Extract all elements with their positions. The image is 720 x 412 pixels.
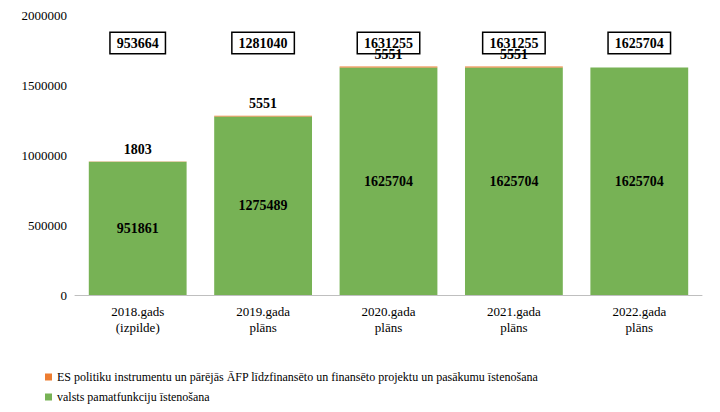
svg-text:2021.gada: 2021.gada xyxy=(487,304,541,319)
svg-text:1631255: 1631255 xyxy=(364,35,413,51)
svg-text:2019.gada: 2019.gada xyxy=(236,304,290,319)
svg-text:plāns: plāns xyxy=(626,320,653,335)
svg-text:1625704: 1625704 xyxy=(615,36,664,51)
svg-text:5551: 5551 xyxy=(500,47,528,62)
svg-text:ES politiku instrumentu un pār: ES politiku instrumentu un pārējās ĀFP l… xyxy=(57,370,538,384)
svg-text:valsts pamatfunkciju īstenošan: valsts pamatfunkciju īstenošana xyxy=(57,390,210,404)
svg-text:1000000: 1000000 xyxy=(22,148,68,163)
svg-text:plāns: plāns xyxy=(500,320,527,335)
svg-text:1275489: 1275489 xyxy=(239,198,288,213)
svg-text:1281040: 1281040 xyxy=(239,36,288,51)
svg-text:1500000: 1500000 xyxy=(22,78,68,93)
svg-text:plāns: plāns xyxy=(375,320,402,335)
svg-text:1803: 1803 xyxy=(124,142,152,157)
svg-text:(izpilde): (izpilde) xyxy=(116,320,160,335)
svg-text:951861: 951861 xyxy=(117,221,159,236)
svg-text:5551: 5551 xyxy=(249,96,277,111)
svg-text:2000000: 2000000 xyxy=(22,8,68,23)
svg-text:1625704: 1625704 xyxy=(364,174,413,189)
svg-text:1625704: 1625704 xyxy=(615,174,664,189)
svg-text:5551: 5551 xyxy=(375,47,403,62)
svg-text:2020.gada: 2020.gada xyxy=(362,304,416,319)
svg-text:500000: 500000 xyxy=(28,218,67,233)
svg-text:2022.gada: 2022.gada xyxy=(612,304,666,319)
svg-text:1631255: 1631255 xyxy=(489,35,539,51)
svg-text:953664: 953664 xyxy=(117,36,159,51)
svg-text:2018.gads: 2018.gads xyxy=(111,304,164,319)
svg-text:1625704: 1625704 xyxy=(489,174,538,189)
svg-text:plāns: plāns xyxy=(249,320,276,335)
svg-text:0: 0 xyxy=(61,288,68,303)
